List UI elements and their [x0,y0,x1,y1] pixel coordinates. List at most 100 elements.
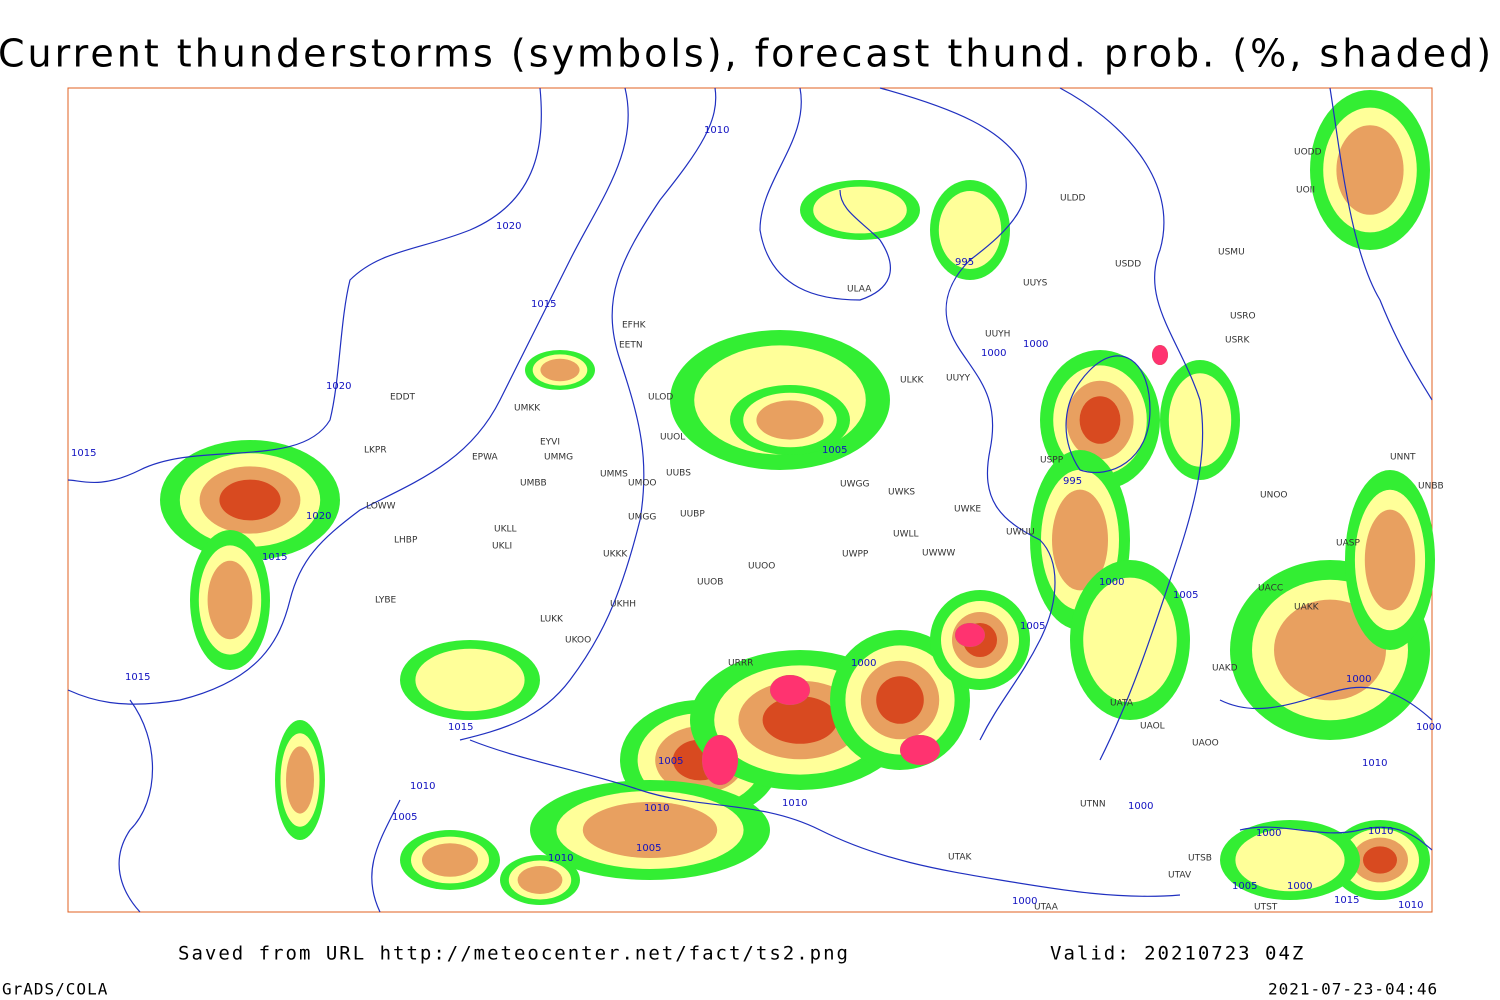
station-label: UAOL [1140,722,1165,732]
shading [876,676,924,724]
shading [813,186,907,234]
station-label: UTAV [1168,871,1192,881]
station-label: ULOD [648,393,673,403]
station-label: EYVI [540,438,560,448]
shading [702,735,738,785]
shading [219,479,281,521]
isobar-label: 1000 [1128,801,1153,812]
station-label: LOWW [366,502,396,512]
station-label: UOII [1296,186,1315,196]
isobar-label: 1020 [326,381,351,392]
station-label: UUBP [680,510,705,520]
station-label: UKLI [492,542,512,552]
isobar-label: 995 [1063,476,1082,487]
shading [1152,345,1168,365]
station-label: UUYH [985,330,1010,340]
shading [1168,373,1232,467]
isobars [67,87,1433,913]
station-label: UAOO [1192,739,1219,749]
isobar [371,799,401,913]
thunderstorm-probability [160,90,1435,905]
isobar [1059,87,1204,761]
station-label: LYBE [375,596,396,606]
station-label: UASP [1336,539,1360,549]
station-label: UKHH [610,600,636,610]
shading [1274,599,1386,701]
station-label: UUBS [666,469,691,479]
isobar-label: 1015 [448,722,473,733]
isobar-label: 995 [955,257,974,268]
timestamp: 2021-07-23-04:46 [1268,980,1438,999]
isobar-label: 1020 [496,221,521,232]
station-label: UODD [1294,148,1322,158]
isobar-label: 1010 [1368,826,1393,837]
station-label: ULDD [1060,194,1086,204]
isobar [67,87,542,484]
isobar-label: 1000 [1416,722,1441,733]
isobar-label: 1005 [636,843,661,854]
isobar-label: 1000 [1346,674,1371,685]
shading [1083,577,1177,703]
shading [938,191,1002,269]
station-label: UWKE [954,505,981,515]
shading [762,696,838,744]
station-label: UACC [1258,584,1283,594]
shading [540,358,580,382]
station-label: UTAK [948,853,973,863]
isobar-label: 1000 [1099,577,1124,588]
station-label: UKKK [603,550,628,560]
isobar-label: 1000 [1023,339,1048,350]
shading [286,746,314,814]
station-label: UTSB [1188,854,1212,864]
isobar-label: 1015 [262,552,287,563]
source-url: Saved from URL http://meteocenter.net/fa… [178,943,850,965]
station-label: UAKK [1294,603,1320,613]
shading [1364,509,1416,611]
isobar-label: 1010 [1398,900,1423,911]
isobar [759,87,891,301]
station-label: UMMG [544,453,573,463]
station-label: UUOL [660,433,685,443]
isobar-label: 1010 [782,798,807,809]
station-label: USDD [1115,260,1141,270]
isobar-label: 1005 [1173,590,1198,601]
shading [1235,828,1345,892]
isobar-label: 1000 [1012,896,1037,907]
isobar-label: 1015 [125,672,150,683]
station-label: USPP [1040,456,1064,466]
station-label: UTNN [1080,800,1106,810]
station-label: UKOO [565,636,591,646]
isobar-label: 1005 [1020,621,1045,632]
station-label: UWGG [840,480,869,490]
title: Current thunderstorms (symbols), forecas… [0,32,1494,76]
isobar-label: 1010 [1362,758,1387,769]
station-label: EFHK [622,321,647,331]
station-label: EPWA [472,453,499,463]
station-label: UWUU [1006,528,1035,538]
isobar [459,87,717,741]
station-label: UMGG [628,513,656,523]
station-label: URRR [728,659,753,669]
station-label: UWKS [888,488,915,498]
isobar [118,699,153,913]
isobar-label: 1000 [851,658,876,669]
station-label: UUYY [946,374,971,384]
shading [1363,846,1397,874]
isobar-label: 1015 [71,448,96,459]
station-label: UATA [1110,699,1134,709]
isobar-label: 1005 [658,756,683,767]
station-label: UTST [1254,903,1278,913]
shading [1079,396,1121,444]
shading [415,648,525,712]
station-label: UUYS [1023,279,1048,289]
isobar-label: 1015 [531,299,556,310]
station-label: USRO [1230,312,1256,322]
station-label: LKPR [364,446,387,456]
isobar-label: 1010 [410,781,435,792]
isobar-label: 1010 [704,125,729,136]
shading [517,866,563,894]
shading [582,802,718,858]
isobar-label: 1005 [1232,881,1257,892]
isobar-label: 1020 [306,511,331,522]
